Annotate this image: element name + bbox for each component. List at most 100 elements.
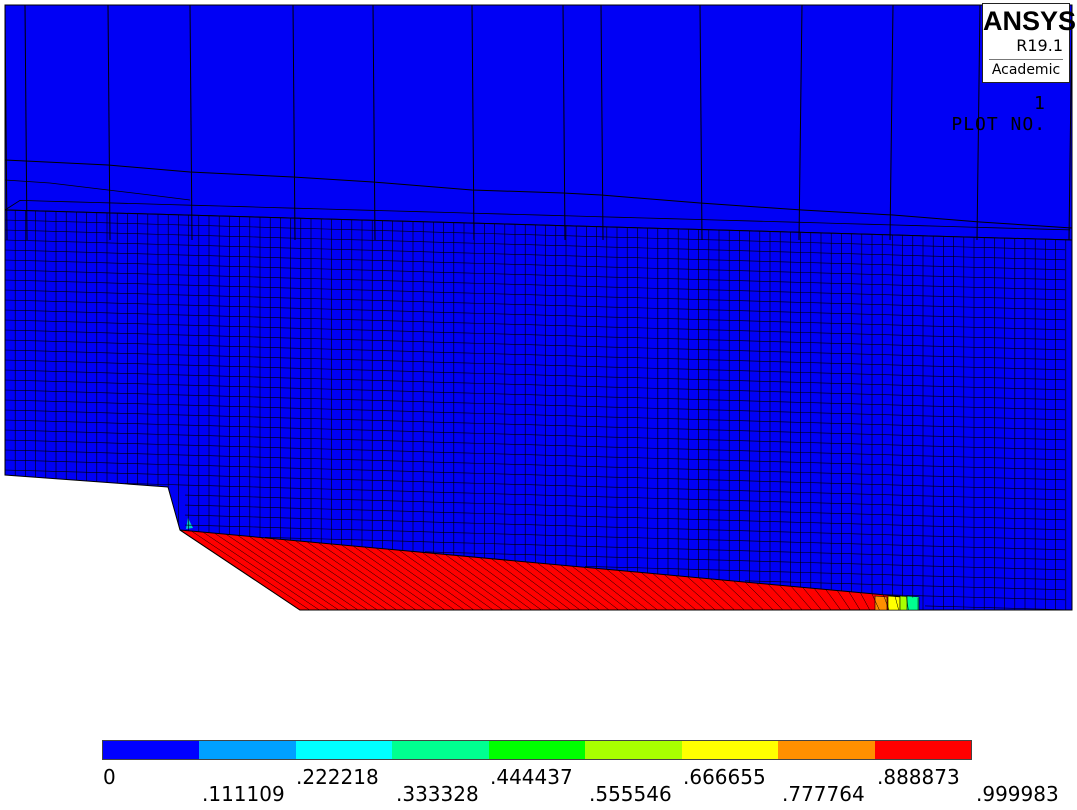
mesh-line (424, 551, 1066, 571)
mesh-line (184, 504, 1066, 531)
plot-number-label: PLOT NO. 1 (904, 93, 1046, 177)
mesh-line (884, 594, 1066, 601)
ansys-logo: ANSYS R19.1 Academic (982, 3, 1077, 83)
logo-brand: ANSYS (983, 6, 1077, 36)
mesh-line (4, 359, 1066, 391)
logo-release: R19.1 (1016, 36, 1063, 55)
mesh-line (4, 289, 1066, 321)
mesh-line (191, 530, 310, 611)
mesh-line (924, 605, 1066, 611)
mesh-line (179, 529, 301, 611)
mesh-line (387, 548, 474, 611)
mesh-line (295, 540, 397, 611)
lower-body-region (4, 209, 1073, 611)
mesh-line (652, 573, 697, 611)
mesh-line (699, 4, 703, 241)
mesh-line (4, 419, 1066, 451)
mesh-line (4, 269, 1066, 301)
mesh-line (502, 559, 571, 611)
legend-label-3: .333328 (396, 782, 479, 806)
mesh-line (537, 562, 600, 611)
mesh-line (329, 543, 426, 611)
legend-label-2: .222218 (296, 765, 379, 789)
mesh-line (514, 560, 581, 611)
mesh-line (664, 574, 706, 611)
mesh-line (744, 580, 1066, 591)
mesh-line (562, 4, 566, 241)
mesh-line (4, 399, 1066, 431)
mesh-line (525, 561, 590, 611)
mesh-line (687, 576, 726, 611)
mesh-line (341, 544, 436, 611)
mesh-line (767, 584, 793, 611)
contour-legend-bar (102, 740, 972, 760)
mesh-line (4, 429, 1066, 461)
mesh-line (906, 596, 909, 611)
mesh-line (798, 4, 803, 241)
mesh-line (802, 587, 822, 611)
legend-swatch-5 (488, 741, 586, 759)
plot-number-text: PLOT NO. (951, 114, 1047, 135)
mesh-line (4, 349, 1066, 381)
mesh-line (629, 571, 677, 611)
mesh-line (184, 494, 1066, 521)
mesh-line (214, 532, 330, 611)
mesh-line (4, 309, 1066, 341)
mesh-line (4, 239, 1066, 271)
mesh-line (4, 339, 1066, 371)
mesh-line (4, 179, 191, 201)
mesh-line (352, 545, 445, 611)
mesh-line (225, 534, 339, 611)
mesh-line (398, 549, 484, 611)
mesh-line (4, 469, 1066, 501)
mesh-line (583, 566, 639, 611)
mesh-line (4, 389, 1066, 421)
mesh-line (710, 578, 745, 611)
legend-swatch-1 (103, 741, 200, 759)
mesh-line (4, 379, 1066, 411)
mesh-line (594, 568, 648, 611)
transition-element (906, 595, 920, 611)
mesh-line (4, 159, 1073, 229)
mesh-line (372, 4, 376, 241)
legend-label-4: .444437 (490, 765, 573, 789)
legend-swatch-6 (585, 741, 682, 759)
legend-swatch-7 (681, 741, 779, 759)
mesh-line (721, 579, 755, 611)
mesh-line (1068, 4, 1073, 241)
mesh-line (283, 539, 388, 611)
mesh-line (675, 575, 716, 611)
mesh-line (871, 593, 880, 611)
mesh-line (4, 219, 1066, 251)
mesh-line (779, 585, 803, 611)
mesh-line (124, 483, 1066, 511)
mesh-line (698, 577, 735, 611)
mesh-line (641, 572, 687, 611)
mesh-line (600, 4, 604, 241)
mesh-line (860, 592, 870, 611)
mesh-line (184, 514, 1066, 541)
mesh-line (618, 570, 668, 611)
mesh-line (4, 449, 1066, 481)
mesh-line (4, 249, 1066, 281)
mesh-line (364, 546, 455, 611)
mesh-line (410, 551, 494, 611)
mesh-line (825, 589, 841, 611)
mesh-line (733, 580, 764, 611)
mesh-line (756, 582, 783, 611)
mesh-line (4, 199, 1071, 231)
mesh-line (491, 558, 561, 611)
mesh-line (107, 4, 111, 241)
mesh-line (571, 565, 629, 611)
mesh-line (837, 590, 851, 611)
mesh-line (976, 4, 981, 241)
mesh-line (4, 459, 1066, 491)
mesh-line (883, 594, 890, 611)
mesh-line (264, 537, 1066, 561)
mesh-line (433, 553, 513, 611)
transition-element (186, 518, 193, 529)
mesh-line (548, 563, 610, 611)
legend-label-5: .555546 (589, 782, 672, 806)
